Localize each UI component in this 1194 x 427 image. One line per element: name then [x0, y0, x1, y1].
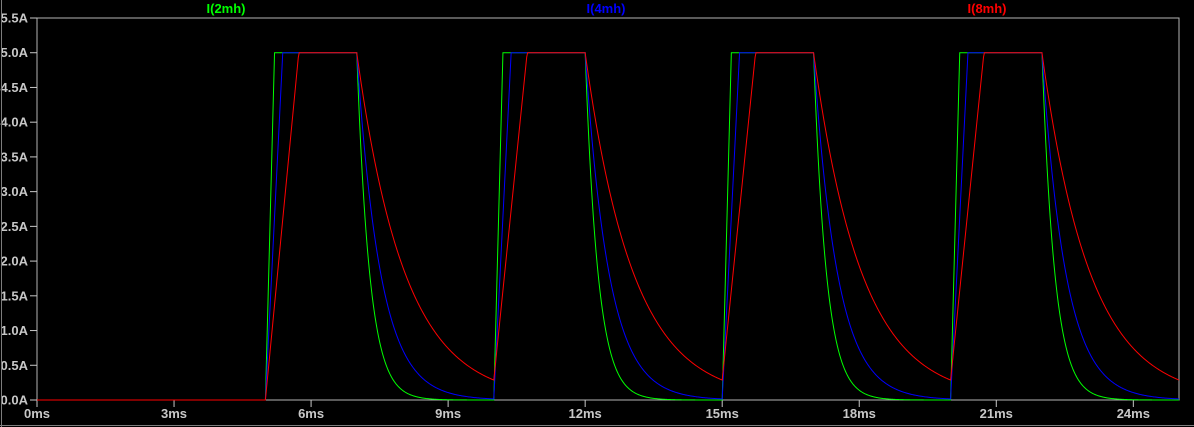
x-axis-tick-label: 6ms: [298, 406, 324, 421]
y-axis-tick-label: 4.0A: [1, 115, 29, 130]
y-axis-tick-label: 5.0A: [1, 45, 29, 60]
x-axis-tick-label: 15ms: [706, 406, 739, 421]
y-axis-tick-label: 1.0A: [1, 323, 29, 338]
pane-border-bottom: [0, 425, 1194, 426]
y-axis-tick-label: 4.5A: [1, 80, 29, 95]
x-axis-tick-label: 9ms: [435, 406, 461, 421]
y-axis-tick-label: 2.5A: [1, 219, 29, 234]
legend-row: I(2mh) I(4mh) I(8mh): [0, 1, 1194, 17]
x-axis-tick-label: 0ms: [24, 406, 50, 421]
legend-trace-i8mh[interactable]: I(8mh): [967, 1, 1007, 16]
y-axis-tick-label: 0.5A: [1, 358, 29, 373]
legend-trace-i4mh[interactable]: I(4mh): [586, 1, 626, 16]
y-axis-tick-label: 3.5A: [1, 149, 29, 164]
trace-I(8mh)[interactable]: [37, 52, 1180, 401]
x-axis-tick-label: 18ms: [843, 406, 876, 421]
x-axis-tick-label: 3ms: [161, 406, 187, 421]
x-axis-tick-label: 12ms: [569, 406, 602, 421]
pane-border-left: [1, 0, 2, 427]
y-axis-tick-label: 5.5A: [1, 11, 29, 26]
y-axis-tick-label: 2.0A: [1, 254, 29, 269]
legend-trace-i2mh[interactable]: I(2mh): [206, 1, 246, 16]
x-axis-tick-label: 24ms: [1117, 406, 1150, 421]
plot-border: [36, 17, 1180, 401]
y-axis-tick-label: 3.0A: [1, 184, 29, 199]
x-axis-tick-label: 21ms: [980, 406, 1013, 421]
y-axis-tick-label: 0.0A: [1, 393, 29, 408]
y-axis-tick-label: 1.5A: [1, 288, 29, 303]
